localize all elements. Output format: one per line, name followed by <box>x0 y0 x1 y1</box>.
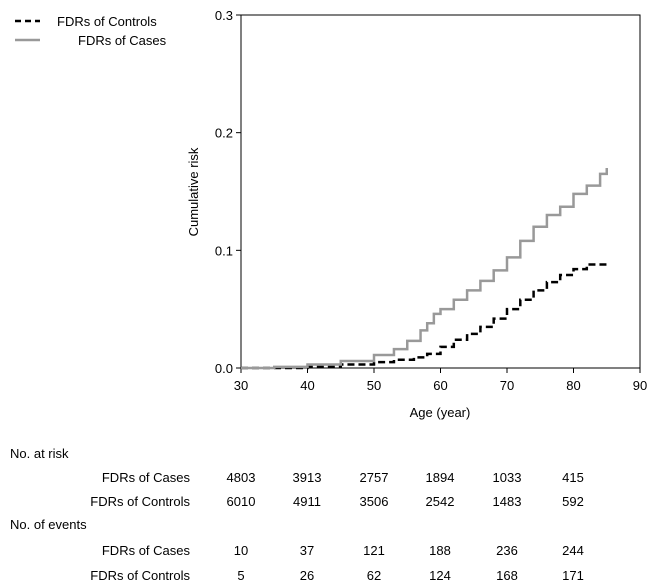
y-tick-label: 0.3 <box>215 8 233 23</box>
x-tick-label: 70 <box>500 378 514 393</box>
table-cell: 4803 <box>226 470 256 485</box>
table-cell: 62 <box>366 568 382 583</box>
y-axis-ticks: 0.0 0.1 0.2 0.3 <box>215 8 241 376</box>
table-cell: 171 <box>562 568 584 583</box>
table-cell: 2542 <box>425 494 455 509</box>
series-line-cases <box>241 167 608 370</box>
x-tick-label: 30 <box>234 378 248 393</box>
legend-label-controls: FDRs of Controls <box>57 14 157 29</box>
table-cell: 415 <box>562 470 584 485</box>
table-cell: 168 <box>496 568 518 583</box>
series-lines <box>241 167 608 370</box>
table-cell: 1483 <box>492 494 522 509</box>
table-cell: 121 <box>363 543 385 558</box>
legend: FDRs of Controls FDRs of Cases <box>15 14 167 48</box>
table-cell: 5 <box>237 568 245 583</box>
x-tick-label: 60 <box>433 378 447 393</box>
at-risk-row-label: FDRs of Cases <box>101 470 190 485</box>
table-cell: 236 <box>496 543 518 558</box>
table-cell: 592 <box>562 494 584 509</box>
y-tick-label: 0.0 <box>215 361 233 376</box>
legend-label-cases: FDRs of Cases <box>78 33 167 48</box>
table-cell: 1894 <box>425 470 455 485</box>
at-risk-row-label: FDRs of Controls <box>90 494 190 509</box>
at-risk-header: No. at risk <box>10 446 69 461</box>
table-cell: 26 <box>299 568 315 583</box>
y-tick-label: 0.2 <box>215 126 233 141</box>
events-row-label: FDRs of Controls <box>90 568 190 583</box>
table-cell: 4911 <box>293 494 321 509</box>
table-cell: 1033 <box>492 470 522 485</box>
table-cell: 188 <box>429 543 451 558</box>
events-header: No. of events <box>10 517 87 532</box>
table-cell: 244 <box>562 543 584 558</box>
x-tick-label: 90 <box>633 378 647 393</box>
x-tick-label: 80 <box>566 378 580 393</box>
x-axis-label: Age (year) <box>410 405 471 420</box>
x-axis-ticks: 30 40 50 60 70 80 90 <box>234 368 647 393</box>
table-cell: 3913 <box>292 470 322 485</box>
series-line-controls <box>241 263 608 370</box>
table-cell: 124 <box>429 568 451 583</box>
table-cell: 3506 <box>359 494 389 509</box>
table-cell: 2757 <box>359 470 389 485</box>
y-tick-label: 0.1 <box>215 243 233 258</box>
y-axis-label: Cumulative risk <box>186 147 201 236</box>
table-cell: 37 <box>299 543 315 558</box>
table-cell: 6010 <box>226 494 256 509</box>
x-tick-label: 50 <box>367 378 381 393</box>
events-row-label: FDRs of Cases <box>101 543 190 558</box>
x-tick-label: 40 <box>300 378 314 393</box>
table-cell: 10 <box>233 543 249 558</box>
